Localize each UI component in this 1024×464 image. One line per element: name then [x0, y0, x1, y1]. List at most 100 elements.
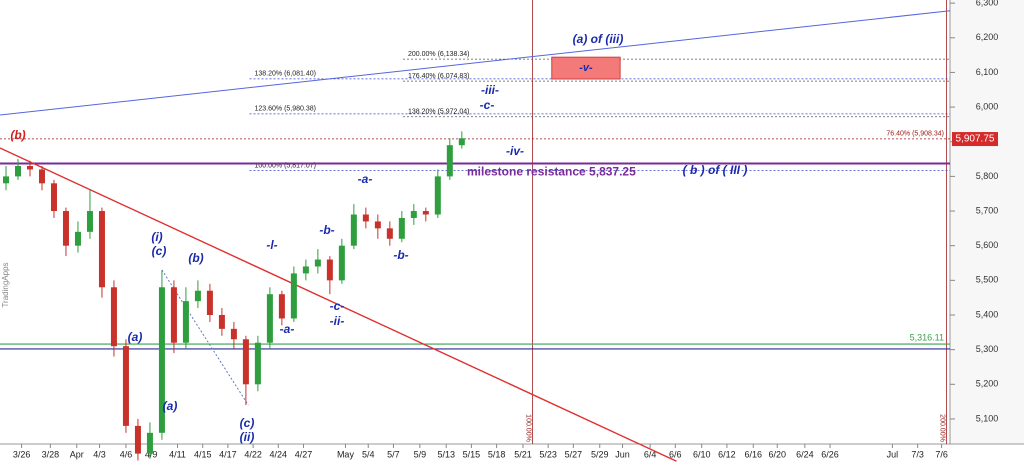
price-tag-label: 5,907.75 — [956, 134, 995, 145]
y-tick-label: 6,200 — [976, 32, 999, 42]
target-box-label: -v- — [579, 62, 593, 74]
wave-label: -a- — [358, 172, 373, 186]
x-tick-label: 4/11 — [169, 449, 186, 459]
x-tick-label: Jul — [887, 449, 899, 459]
candle-body — [266, 294, 273, 343]
trendline — [0, 10, 951, 116]
wave-label: -c- — [330, 299, 345, 313]
candle-body — [62, 211, 69, 246]
level-label: 138.20% (6,081.40) — [254, 71, 315, 78]
level-label: 100.00% (5,817.07) — [254, 162, 315, 169]
candle-body — [242, 339, 249, 385]
x-tick-label: 5/18 — [488, 449, 506, 459]
wave-label: ( b ) of ( III ) — [683, 163, 748, 177]
y-tick-label: 5,200 — [976, 379, 999, 389]
x-tick-label: 6/4 — [644, 449, 657, 459]
target-box — [551, 56, 621, 80]
candle-body — [134, 425, 141, 454]
level-label: 123.60% (5,980.38) — [254, 106, 315, 113]
candle-body — [218, 314, 225, 329]
vertical-line-label: 200.00% — [939, 414, 946, 442]
wave-label: -a- — [280, 322, 295, 336]
x-tick-label: 3/28 — [42, 449, 60, 459]
x-tick-label: 4/22 — [244, 449, 262, 459]
x-tick-label: 6/16 — [745, 449, 763, 459]
x-tick-label: 3/26 — [13, 449, 31, 459]
x-tick-label: 5/27 — [565, 449, 583, 459]
y-tick-label: 5,100 — [976, 413, 999, 423]
candle-body — [182, 301, 189, 343]
wave-label: -b- — [319, 223, 334, 237]
candle-body — [230, 328, 237, 340]
wave-label: (ii) — [240, 430, 255, 444]
y-tick-label: 6,000 — [976, 101, 999, 111]
x-tick-label: 6/24 — [796, 449, 814, 459]
x-tick-label: 4/17 — [219, 449, 237, 459]
candle-body — [254, 342, 261, 385]
y-tick-label: 5,600 — [976, 240, 999, 250]
level-label: 76.40% (5,908.34) — [886, 131, 944, 138]
x-tick-label: 5/21 — [514, 449, 532, 459]
x-tick-label: 6/6 — [669, 449, 682, 459]
candle-body — [86, 211, 93, 232]
x-tick-label: Apr — [70, 449, 84, 459]
y-tick-label: 5,700 — [976, 205, 999, 215]
y-tick-label: 5,400 — [976, 309, 999, 319]
y-tick-label: 5,500 — [976, 275, 999, 285]
candle-body — [50, 183, 57, 212]
candle-body — [422, 211, 429, 215]
candle-body — [434, 176, 441, 215]
candle-body — [338, 245, 345, 281]
x-tick-label: 7/6 — [935, 449, 948, 459]
x-tick-label: 4/24 — [270, 449, 288, 459]
price-tag — [952, 132, 998, 147]
x-tick-label: 6/20 — [769, 449, 787, 459]
resistance-label: milestone resistance 5,837.25 — [467, 165, 636, 179]
candle-body — [158, 287, 165, 433]
candle-body — [350, 214, 357, 246]
wave-label: -iii- — [481, 83, 499, 97]
candle-body — [410, 211, 417, 218]
x-tick-label: 4/27 — [295, 449, 313, 459]
candle-body — [458, 138, 465, 146]
candle-body — [398, 217, 405, 239]
wave-label: (a) — [128, 330, 143, 344]
x-tick-label: 5/7 — [387, 449, 400, 459]
candle-body — [314, 259, 321, 267]
level-label: 176.40% (6,074.83) — [408, 73, 470, 80]
wave-label: (b) — [188, 251, 203, 265]
x-tick-label: 5/13 — [437, 449, 455, 459]
level-label: 138.20% (5,972.04) — [408, 109, 470, 116]
y-tick-label: 5,800 — [976, 171, 999, 181]
candle-body — [14, 165, 21, 177]
wave-label: (i) — [151, 230, 162, 244]
candle-body — [290, 273, 297, 319]
wave-label: (c) — [240, 416, 255, 430]
support-label: 5,316.11 — [910, 332, 944, 342]
y-axis-panel — [950, 0, 1024, 444]
y-tick-label: 6,100 — [976, 67, 999, 77]
candle-body — [122, 346, 129, 426]
x-tick-label: May — [337, 449, 355, 459]
candle-body — [74, 231, 81, 246]
candle-body — [374, 221, 381, 229]
candle-body — [170, 287, 177, 343]
candle-body — [206, 290, 213, 315]
wave-label: -ii- — [330, 314, 345, 328]
candle-body — [38, 169, 45, 184]
candle-body — [2, 176, 9, 184]
trendline — [161, 269, 249, 406]
x-tick-label: 7/3 — [911, 449, 924, 459]
x-tick-label: 4/9 — [145, 449, 158, 459]
x-tick-label: 5/29 — [591, 449, 609, 459]
x-tick-label: 4/15 — [194, 449, 212, 459]
watermark: TradingApps — [1, 262, 10, 307]
x-tick-label: 6/12 — [718, 449, 736, 459]
candle-body — [386, 228, 393, 239]
y-tick-label: 5,300 — [976, 344, 999, 354]
candle-body — [98, 211, 105, 288]
candle-body — [446, 145, 453, 177]
level-label: 200.00% (6,138.34) — [408, 51, 470, 58]
wave-label: -c- — [480, 98, 495, 112]
